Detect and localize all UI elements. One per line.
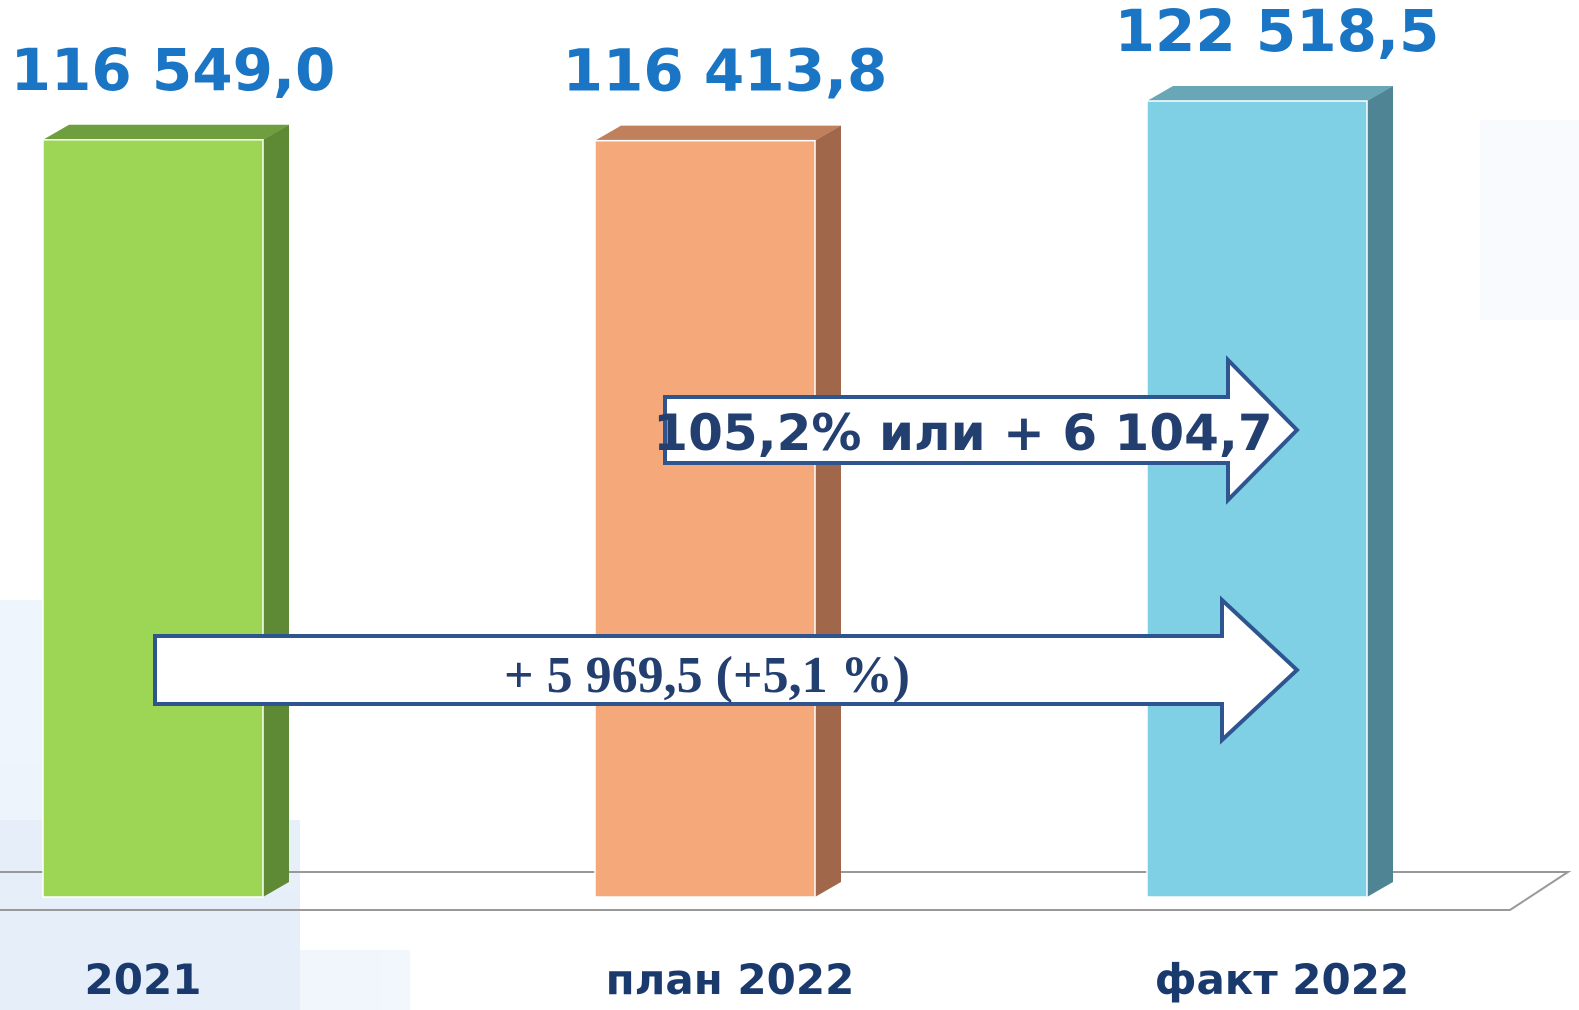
- bar: [42, 139, 264, 898]
- x-tick-label: факт 2022: [1155, 955, 1409, 1004]
- bar: [1146, 100, 1368, 898]
- x-tick-label: 2021: [85, 955, 202, 1004]
- data-label: 122 518,5: [1115, 0, 1440, 65]
- arrow-top: 105,2% или + 6 104,7: [653, 355, 1300, 505]
- bar-side: [263, 124, 289, 898]
- bar-top: [43, 124, 289, 140]
- bar-side: [815, 125, 841, 897]
- arrow-bottom: + 5 969,5 (+5,1 %): [153, 595, 1300, 745]
- data-label: 116 549,0: [11, 36, 336, 104]
- bar-side: [1367, 86, 1393, 897]
- annotation: + 5 969,5 (+5,1 %): [504, 647, 910, 704]
- data-label: 116 413,8: [563, 37, 888, 105]
- bar: [594, 139, 816, 898]
- x-tick-label: план 2022: [606, 955, 855, 1004]
- bar-top: [1147, 86, 1393, 101]
- annotation: 105,2% или + 6 104,7: [653, 404, 1272, 462]
- bar-top: [595, 125, 841, 141]
